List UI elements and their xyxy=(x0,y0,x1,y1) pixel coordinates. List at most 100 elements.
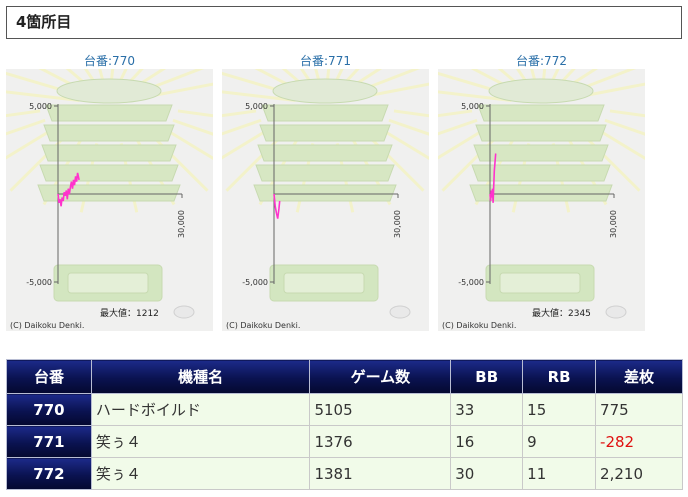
y-max-label: 5,000 xyxy=(245,102,268,111)
cell-rb: 15 xyxy=(522,393,597,426)
decor-tray xyxy=(257,144,393,162)
decor-ray xyxy=(609,109,645,118)
y-min-label: -5,000 xyxy=(458,278,484,287)
decor-ray xyxy=(177,109,213,118)
cell-name: 笑ぅ４ xyxy=(90,457,311,490)
cell-bb: 30 xyxy=(450,457,524,490)
header-diff: 差枚 xyxy=(595,359,683,394)
y-min-label: -5,000 xyxy=(242,278,268,287)
header-games: ゲーム数 xyxy=(309,359,452,394)
decor-ray xyxy=(438,109,473,118)
decor-ray xyxy=(438,90,512,103)
x-max-label: 30,000 xyxy=(393,210,402,238)
data-line xyxy=(57,172,80,207)
section-header: 4箇所目 xyxy=(6,6,682,39)
copyright-label: (C) Daikoku Denki. xyxy=(442,321,516,330)
table-header-row: 台番 機種名 ゲーム数 BB RB 差枚 xyxy=(6,359,683,394)
decor-coin xyxy=(173,305,195,319)
max-value-label: 最大値：2345 xyxy=(532,307,591,319)
table-row: 770 ハードボイルド 5105 33 15 775 xyxy=(6,393,683,426)
decor-trays xyxy=(469,78,627,319)
copyright-label: (C) Daikoku Denki. xyxy=(10,321,84,330)
cell-rb: 9 xyxy=(522,425,597,458)
decor-ray xyxy=(222,109,257,118)
decor-ray xyxy=(541,69,547,85)
decor-ray xyxy=(123,69,144,89)
decor-ray xyxy=(222,90,296,103)
decor-ray xyxy=(129,69,167,92)
decor-tray xyxy=(259,124,391,142)
graph-image: 5,000 -5,000 30,000 最大値：1212 (C) Daikoku Den… xyxy=(6,69,213,331)
y-max-label: 5,000 xyxy=(461,102,484,111)
machine-table: 台番 機種名 ゲーム数 BB RB 差枚 770 ハードボイルド 5105 33… xyxy=(6,359,683,490)
decor-ray xyxy=(222,127,271,160)
machine-chart-770: 台番:770 5,000 -5,000 30,000 最大値：1212 (C) Daik… xyxy=(6,53,213,331)
decor-tray xyxy=(475,124,607,142)
machine-title[interactable]: 台番:772 xyxy=(516,54,567,68)
cell-number: 770 xyxy=(6,393,92,426)
decor-coin xyxy=(605,305,627,319)
decor-tray xyxy=(253,184,397,202)
decor-ray xyxy=(530,69,538,85)
cell-games: 1376 xyxy=(309,425,452,458)
decor-ray xyxy=(281,69,308,90)
decor-tray xyxy=(255,164,395,182)
section-title: 4箇所目 xyxy=(16,13,72,31)
decor-tray xyxy=(469,184,613,202)
cell-name: 笑ぅ４ xyxy=(90,425,311,458)
decor-ray xyxy=(65,69,92,90)
decor-ray xyxy=(393,109,429,118)
machine-title[interactable]: 台番:771 xyxy=(300,54,351,68)
header-name: 機種名 xyxy=(90,359,311,394)
decor-tray-inner xyxy=(499,272,581,294)
decor-trays xyxy=(253,78,411,319)
cell-number: 772 xyxy=(6,457,92,490)
data-line xyxy=(489,153,497,203)
decor-tray xyxy=(473,144,609,162)
decor-ray xyxy=(345,69,383,92)
decor-tray-top xyxy=(272,78,378,104)
decor-tray-top xyxy=(56,78,162,104)
decor-ray xyxy=(299,69,315,87)
cell-diff: 775 xyxy=(595,393,683,426)
decor-ray xyxy=(98,69,106,85)
table-row: 772 笑ぅ４ 1381 30 11 2,210 xyxy=(6,457,683,490)
decor-ray xyxy=(222,118,262,136)
decor-ray xyxy=(595,127,645,161)
decor-ray xyxy=(561,69,599,92)
decor-ray xyxy=(6,109,41,118)
decor-tray xyxy=(39,164,179,182)
decor-ray xyxy=(109,69,115,85)
header-rb: RB xyxy=(522,359,597,394)
decor-tray xyxy=(45,104,173,122)
decor-ray xyxy=(325,69,331,85)
graph-image: 5,000 -5,000 30,000 (C) Daikoku Denki. xyxy=(222,69,429,331)
decor-ray xyxy=(379,127,429,161)
table-row: 771 笑ぅ４ 1376 16 9 -282 xyxy=(6,425,683,458)
decor-ray xyxy=(6,127,55,160)
cell-diff: -282 xyxy=(595,425,683,458)
decor-ray xyxy=(388,118,429,136)
cell-rb: 11 xyxy=(522,457,597,490)
decor-ray xyxy=(172,118,213,136)
cell-number: 771 xyxy=(6,425,92,458)
decor-ray xyxy=(438,118,478,136)
cell-diff: 2,210 xyxy=(595,457,683,490)
decor-ray xyxy=(332,69,344,86)
decor-coin xyxy=(389,305,411,319)
data-line xyxy=(273,193,281,219)
y-min-label: -5,000 xyxy=(26,278,52,287)
x-max-label: 30,000 xyxy=(177,210,186,238)
decor-tray xyxy=(471,164,611,182)
decor-ray xyxy=(6,118,46,136)
machine-chart-771: 台番:771 5,000 -5,000 30,000 (C) Daikoku Denk… xyxy=(222,53,429,331)
cell-games: 1381 xyxy=(309,457,452,490)
y-max-label: 5,000 xyxy=(29,102,52,111)
decor-ray xyxy=(604,118,645,136)
x-max-label: 30,000 xyxy=(609,210,618,238)
cell-bb: 33 xyxy=(450,393,524,426)
decor-ray xyxy=(548,69,560,86)
decor-tray xyxy=(43,124,175,142)
decor-tray-inner xyxy=(67,272,149,294)
machine-title[interactable]: 台番:770 xyxy=(84,54,135,68)
